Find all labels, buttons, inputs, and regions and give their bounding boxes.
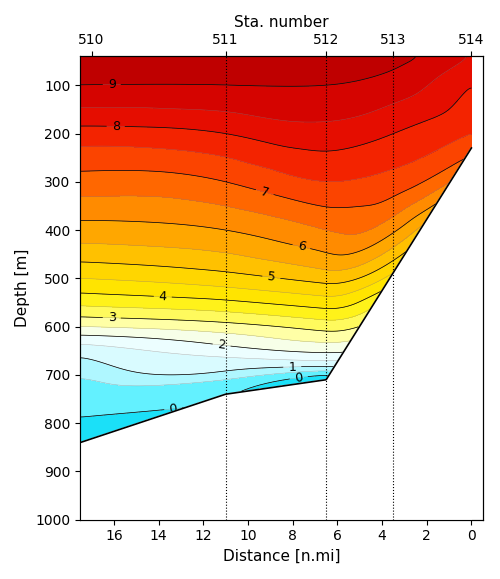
Text: 5: 5 bbox=[266, 270, 276, 284]
Text: 1: 1 bbox=[288, 360, 296, 373]
Text: 2: 2 bbox=[217, 338, 226, 352]
Text: 3: 3 bbox=[108, 311, 116, 324]
Text: 4: 4 bbox=[158, 290, 167, 303]
Polygon shape bbox=[80, 148, 471, 520]
Text: 0: 0 bbox=[294, 371, 304, 384]
Text: 6: 6 bbox=[296, 240, 306, 254]
Text: 9: 9 bbox=[108, 78, 116, 91]
Text: 0: 0 bbox=[168, 402, 178, 416]
Y-axis label: Depth [m]: Depth [m] bbox=[15, 249, 30, 327]
X-axis label: Sta. number: Sta. number bbox=[234, 15, 329, 30]
X-axis label: Distance [n.mi]: Distance [n.mi] bbox=[222, 549, 340, 564]
Text: 7: 7 bbox=[260, 185, 270, 199]
Text: 8: 8 bbox=[112, 120, 120, 133]
